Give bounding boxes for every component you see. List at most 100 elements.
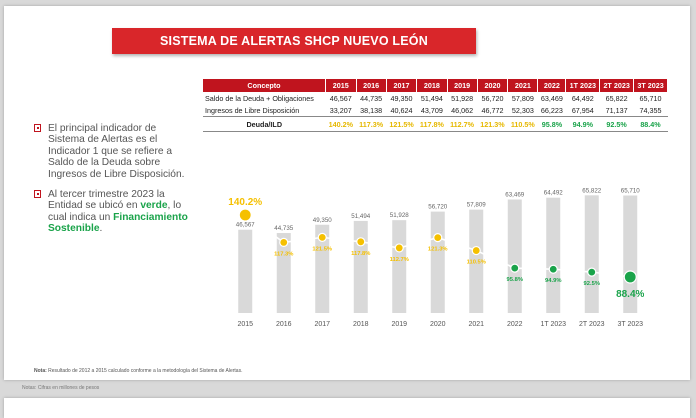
table-cell: 63,469 bbox=[540, 93, 563, 103]
table-cell: 46,772 bbox=[481, 105, 504, 115]
footer-note: Notas: Cifras en millones de pesos bbox=[22, 385, 100, 391]
bar bbox=[546, 197, 561, 313]
bar-value-label: 49,350 bbox=[313, 217, 332, 224]
x-tick-label: 2017 bbox=[314, 321, 330, 328]
table-cell: 95.8% bbox=[537, 116, 566, 132]
table-header-cell: Concepto bbox=[203, 79, 326, 92]
table-cell: 43,709 bbox=[420, 105, 443, 115]
bullet-square-icon bbox=[34, 124, 41, 132]
bullet-item: Al tercer trimestre 2023 la Entidad se u… bbox=[34, 189, 194, 235]
table-cell: 117.8% bbox=[416, 116, 447, 132]
ratio-point bbox=[317, 232, 327, 242]
bar-value-label: 65,822 bbox=[582, 187, 601, 194]
title-banner: SISTEMA DE ALERTAS SHCP NUEVO LEÓN bbox=[112, 28, 476, 54]
table-header-cell: 2018 bbox=[416, 79, 448, 92]
table-cell: 117.3% bbox=[356, 116, 387, 132]
table-cell: 49,350 bbox=[390, 93, 413, 103]
table-cell: 57,809 bbox=[511, 93, 534, 103]
table-row-ratio: Deuda/ILD 140.2% 117.3% 121.5% 117.8% 11… bbox=[203, 116, 668, 132]
bar-value-label: 65,710 bbox=[621, 188, 640, 195]
table-cell: 74,355 bbox=[639, 105, 662, 115]
ratio-label: 117.8% bbox=[351, 251, 370, 257]
bar-value-label: 46,567 bbox=[236, 222, 255, 229]
ratio-point bbox=[471, 245, 481, 256]
ratio-point bbox=[356, 237, 366, 247]
bar-value-label: 57,809 bbox=[467, 202, 486, 209]
ratio-point bbox=[279, 237, 289, 248]
ratio-label: 95.8% bbox=[507, 277, 523, 283]
table-header-cell: 2022 bbox=[537, 79, 567, 92]
page-title: SISTEMA DE ALERTAS SHCP NUEVO LEÓN bbox=[160, 34, 428, 48]
bar-value-label: 64,492 bbox=[544, 190, 563, 197]
bar-value-label: 63,469 bbox=[505, 192, 524, 199]
ratio-label: 92.5% bbox=[584, 281, 600, 287]
table-row-debt: Saldo de la Deuda + Obligaciones 46,567 … bbox=[203, 92, 668, 104]
x-tick-label: 2018 bbox=[353, 321, 369, 328]
table-cell: 51,928 bbox=[451, 93, 474, 103]
bar bbox=[584, 195, 599, 313]
table-cell: 46,062 bbox=[451, 105, 474, 115]
ratio-label: 140.2% bbox=[228, 197, 262, 208]
table-header-cell: 3T 2023 bbox=[633, 79, 668, 92]
keyword-green: verde bbox=[140, 200, 168, 212]
ratio-label: 121.3% bbox=[428, 247, 448, 253]
ratio-label: 94.9% bbox=[545, 278, 561, 284]
table-header-cell: 2020 bbox=[477, 79, 509, 92]
bar bbox=[469, 209, 484, 313]
x-tick-label: 2019 bbox=[391, 321, 407, 328]
table-cell: 56,720 bbox=[481, 93, 504, 103]
keyword-sustainable: Financiamiento Sostenible bbox=[48, 211, 188, 235]
summary-table: Concepto 2015 2016 2017 2018 2019 2020 2… bbox=[203, 79, 668, 132]
table-cell: 88.4% bbox=[633, 116, 668, 132]
bar bbox=[430, 211, 445, 313]
ratio-label: 121.5% bbox=[312, 246, 332, 252]
table-cell: 110.5% bbox=[507, 116, 538, 132]
table-cell: 112.7% bbox=[447, 116, 478, 132]
bar bbox=[392, 220, 407, 313]
ratio-label: 110.5% bbox=[467, 260, 486, 266]
ratio-label: 117.3% bbox=[274, 251, 293, 257]
table-cell: 38,138 bbox=[360, 105, 383, 115]
slide: SISTEMA DE ALERTAS SHCP NUEVO LEÓN Conce… bbox=[4, 6, 690, 380]
ratio-point bbox=[623, 270, 637, 284]
ratio-point bbox=[548, 264, 558, 274]
table-cell: 67,954 bbox=[571, 105, 594, 115]
table-cell: Saldo de la Deuda + Obligaciones bbox=[205, 93, 314, 103]
bullet-square-icon bbox=[34, 190, 41, 199]
table-header-cell: 2T 2023 bbox=[599, 79, 635, 92]
table-cell: 64,492 bbox=[571, 93, 594, 103]
bullet-list: El principal indicador de Sistema de Ale… bbox=[34, 123, 194, 244]
table-header-row: Concepto 2015 2016 2017 2018 2019 2020 2… bbox=[203, 79, 668, 92]
x-tick-label: 2020 bbox=[430, 321, 446, 328]
ratio-label: 88.4% bbox=[616, 289, 644, 300]
table-cell: 121.5% bbox=[386, 116, 417, 132]
bullet-text: . bbox=[99, 223, 103, 235]
x-tick-label: 2015 bbox=[237, 321, 253, 328]
note-label: Nota: bbox=[34, 368, 47, 374]
ratio-label: 112.7% bbox=[390, 257, 409, 263]
table-row-income: Ingresos de Libre Disposición 33,207 38,… bbox=[203, 104, 668, 117]
ratio-point bbox=[394, 243, 404, 253]
table-header-cell: 2015 bbox=[325, 79, 357, 92]
table-cell: 44,735 bbox=[360, 93, 383, 103]
x-tick-label: 2T 2023 bbox=[579, 321, 605, 328]
table-header-cell: 2016 bbox=[356, 79, 387, 92]
table-cell: 65,710 bbox=[639, 93, 662, 103]
table-cell: 121.3% bbox=[477, 116, 508, 132]
table-cell: Deuda/ILD bbox=[203, 116, 326, 132]
bar bbox=[623, 195, 638, 313]
x-tick-label: 1T 2023 bbox=[540, 321, 566, 328]
table-cell: Ingresos de Libre Disposición bbox=[205, 105, 300, 115]
next-slide-edge bbox=[4, 398, 690, 418]
x-tick-label: 2016 bbox=[276, 321, 292, 328]
table-cell: 94.9% bbox=[565, 116, 600, 132]
bar-value-label: 51,494 bbox=[351, 213, 370, 220]
debt-ratio-chart: 46,567 44,735 49,350 51,494 51,928 56,720 57,8… bbox=[228, 187, 644, 328]
table-cell: 52,303 bbox=[511, 105, 534, 115]
bullet-item: El principal indicador de Sistema de Ale… bbox=[34, 123, 194, 180]
bullet-text: El principal indicador de Sistema de Ale… bbox=[48, 123, 185, 180]
x-tick-label: 2022 bbox=[507, 321, 523, 328]
bullet-text: , lo cual indica un bbox=[48, 200, 182, 223]
table-header-cell: 2021 bbox=[507, 79, 539, 92]
table-cell: 71,137 bbox=[605, 105, 628, 115]
